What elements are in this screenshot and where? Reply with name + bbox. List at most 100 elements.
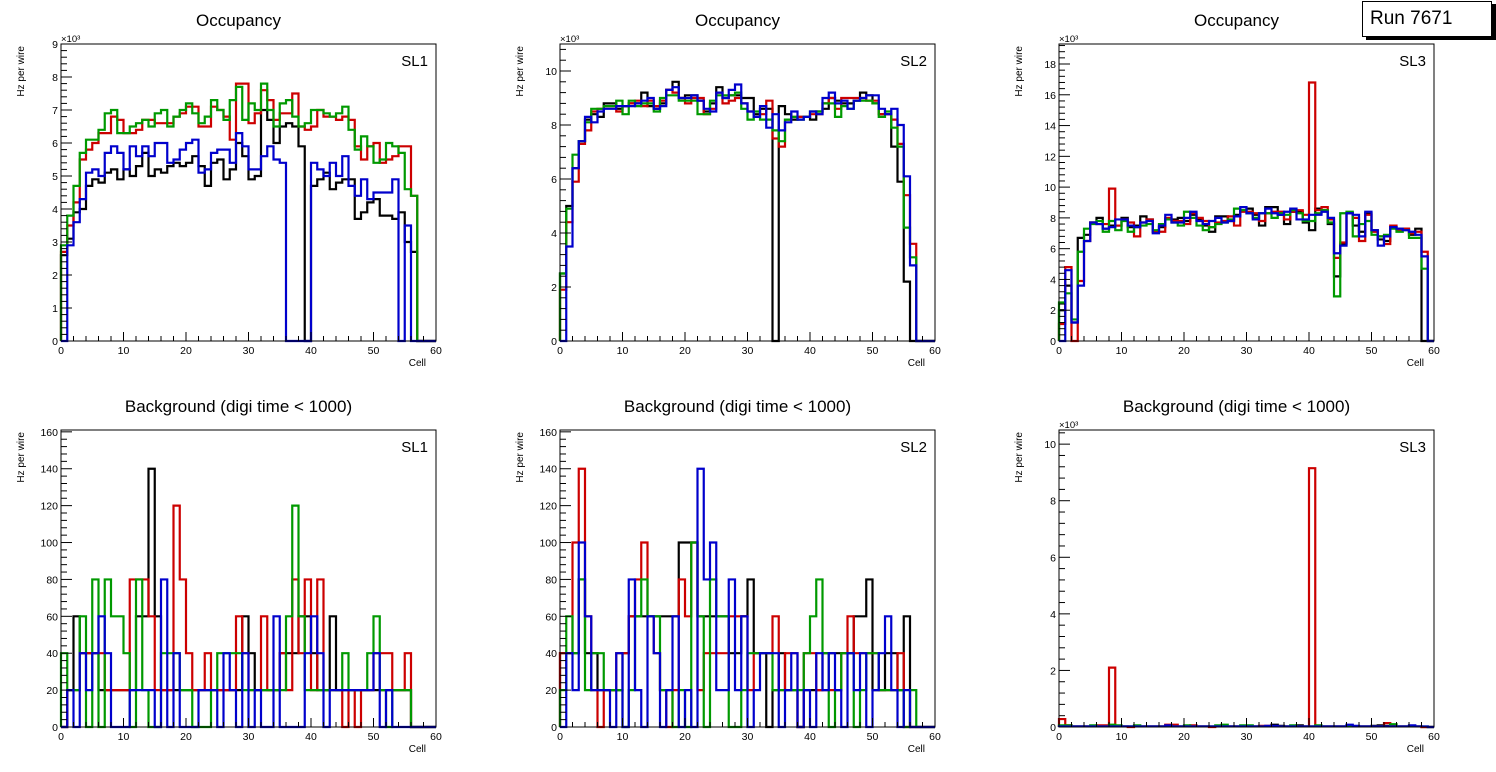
x-tick-label: 0 xyxy=(1056,731,1062,743)
y-tick-label: 6 xyxy=(1050,552,1056,564)
y-tick-label: 16 xyxy=(1044,90,1056,102)
x-tick-label: 40 xyxy=(1303,731,1315,743)
x-axis-label: Cell xyxy=(1407,358,1424,369)
y-tick-label: 60 xyxy=(545,611,557,623)
y-axis-label: Hz per wire xyxy=(1014,432,1025,483)
x-tick-label: 20 xyxy=(1178,345,1190,357)
y-tick-label: 10 xyxy=(545,66,557,78)
y-tick-label: 0 xyxy=(551,722,557,734)
y-axis-label: Hz per wire xyxy=(1014,46,1025,97)
y-axis-label: Hz per wire xyxy=(515,46,526,97)
x-tick-label: 40 xyxy=(1303,345,1315,357)
x-tick-label: 40 xyxy=(804,731,816,743)
x-tick-label: 40 xyxy=(804,345,816,357)
x-tick-label: 60 xyxy=(430,731,442,743)
x-tick-label: 50 xyxy=(1366,731,1378,743)
series-green xyxy=(59,82,436,343)
x-tick-label: 60 xyxy=(1428,345,1440,357)
chart-title: Background (digi time < 1000) xyxy=(1123,397,1350,416)
series-blue xyxy=(560,83,935,343)
x-tick-label: 30 xyxy=(243,345,255,357)
chart-occ-sl2: Occupancy 0 10 20 30 40 50 60 0 2 4 6 8 10 ×10³ Cell Hz … xyxy=(515,11,941,369)
x-tick-label: 20 xyxy=(1178,731,1190,743)
y-tick-label: 8 xyxy=(1050,213,1056,225)
y-tick-label: 4 xyxy=(551,228,557,240)
superlayer-label: SL3 xyxy=(1399,53,1426,70)
y-tick-label: 160 xyxy=(539,427,557,439)
series-green xyxy=(558,91,935,343)
chart-title: Occupancy xyxy=(196,11,282,30)
x-axis-label: Cell xyxy=(908,744,925,755)
x-tick-label: 60 xyxy=(929,345,941,357)
y-tick-label: 80 xyxy=(46,574,58,586)
x-tick-label: 60 xyxy=(929,731,941,743)
plot-frame xyxy=(559,43,936,342)
x-axis-label: Cell xyxy=(409,744,426,755)
superlayer-label: SL1 xyxy=(401,439,428,456)
x-tick-label: 20 xyxy=(180,731,192,743)
y-exponent-label: ×10³ xyxy=(61,34,80,45)
chart-occ-sl3: Occupancy 0 10 20 30 40 50 60 0 2 4 6 8 10 12 14 16 18 ×10… xyxy=(1014,11,1440,369)
y-tick-label: 4 xyxy=(1050,609,1056,621)
series-red xyxy=(1057,467,1434,729)
y-tick-label: 20 xyxy=(46,685,58,697)
x-tick-label: 50 xyxy=(867,345,879,357)
y-tick-label: 8 xyxy=(52,72,58,84)
y-tick-label: 18 xyxy=(1044,59,1056,71)
x-tick-label: 60 xyxy=(1428,731,1440,743)
y-tick-label: 100 xyxy=(539,538,557,550)
y-tick-label: 10 xyxy=(1044,182,1056,194)
chart-title: Background (digi time < 1000) xyxy=(624,397,851,416)
x-tick-label: 10 xyxy=(617,731,629,743)
y-tick-label: 14 xyxy=(1044,121,1056,133)
y-tick-label: 8 xyxy=(1050,496,1056,508)
y-tick-label: 120 xyxy=(40,501,58,513)
superlayer-label: SL3 xyxy=(1399,439,1426,456)
x-tick-label: 0 xyxy=(557,345,563,357)
y-tick-label: 140 xyxy=(40,464,58,476)
y-tick-label: 0 xyxy=(1050,722,1056,734)
x-tick-label: 10 xyxy=(617,345,629,357)
superlayer-label: SL2 xyxy=(900,439,927,456)
y-tick-label: 60 xyxy=(46,611,58,623)
x-axis-label: Cell xyxy=(1407,744,1424,755)
y-tick-label: 80 xyxy=(545,574,557,586)
y-tick-label: 0 xyxy=(1050,336,1056,348)
chart-title: Background (digi time < 1000) xyxy=(125,397,352,416)
series-green xyxy=(1057,207,1434,343)
x-tick-label: 30 xyxy=(742,345,754,357)
y-tick-label: 0 xyxy=(52,336,58,348)
y-axis-label: Hz per wire xyxy=(515,432,526,483)
series-blue xyxy=(61,578,436,729)
x-tick-label: 30 xyxy=(742,731,754,743)
run-label-box: Run 7671 xyxy=(1362,1,1492,37)
y-tick-label: 3 xyxy=(52,237,58,249)
x-tick-label: 50 xyxy=(368,345,380,357)
y-tick-label: 6 xyxy=(551,174,557,186)
x-tick-label: 50 xyxy=(368,731,380,743)
y-tick-label: 7 xyxy=(52,105,58,117)
x-tick-label: 60 xyxy=(430,345,442,357)
superlayer-label: SL2 xyxy=(900,53,927,70)
y-tick-label: 2 xyxy=(551,282,557,294)
x-tick-label: 10 xyxy=(118,345,130,357)
x-tick-label: 0 xyxy=(557,731,563,743)
chart-title: Occupancy xyxy=(1194,11,1280,30)
chart-occ-sl1: Occupancy 0 10 20 30 40 50 60 0 1 2 3 4 5 6 7 8 9 ×10³ Cell… xyxy=(16,11,442,369)
y-tick-label: 120 xyxy=(539,501,557,513)
y-tick-label: 0 xyxy=(551,336,557,348)
y-tick-label: 9 xyxy=(52,39,58,51)
series-blue xyxy=(1059,206,1434,343)
y-tick-label: 2 xyxy=(1050,665,1056,677)
y-tick-label: 8 xyxy=(551,120,557,132)
x-axis-label: Cell xyxy=(908,358,925,369)
x-tick-label: 20 xyxy=(180,345,192,357)
y-tick-label: 2 xyxy=(52,270,58,282)
y-tick-label: 140 xyxy=(539,464,557,476)
x-tick-label: 30 xyxy=(243,731,255,743)
y-tick-label: 6 xyxy=(1050,244,1056,256)
y-tick-label: 0 xyxy=(52,722,58,734)
y-tick-label: 160 xyxy=(40,427,58,439)
x-tick-label: 30 xyxy=(1241,345,1253,357)
